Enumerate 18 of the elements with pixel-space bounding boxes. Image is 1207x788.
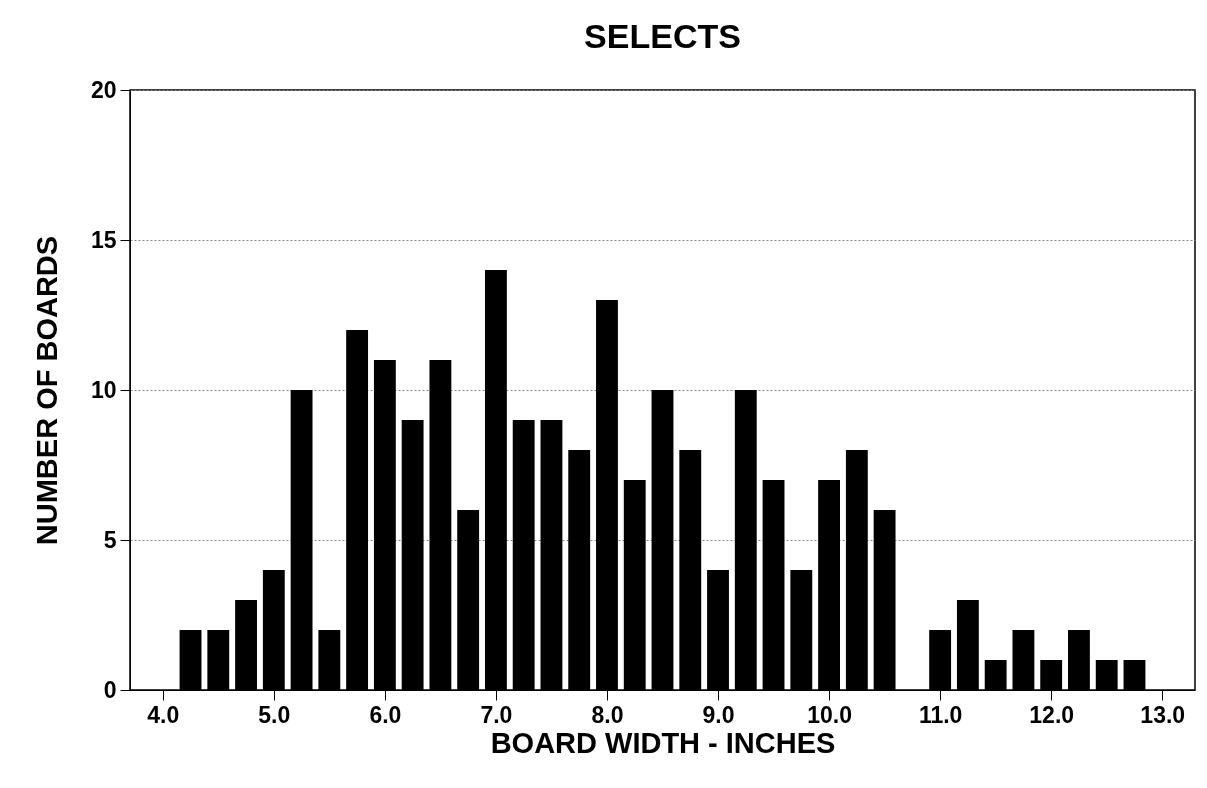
x-tick-label: 12.0 xyxy=(1029,701,1075,728)
x-tick-label: 13.0 xyxy=(1140,701,1186,728)
y-axis-title: NUMBER OF BOARDS xyxy=(30,235,63,546)
x-tick-label: 10.0 xyxy=(807,701,852,728)
y-tick-label: 20 xyxy=(90,76,117,103)
x-tick-label: 7.0 xyxy=(480,701,513,728)
y-tick-label: 10 xyxy=(90,376,117,403)
x-tick-label: 4.0 xyxy=(147,701,180,728)
x-tick-label: 11.0 xyxy=(918,701,963,728)
y-tick-label: 15 xyxy=(90,226,117,253)
y-tick-label: 0 xyxy=(103,676,117,703)
y-tick-label: 5 xyxy=(103,526,117,553)
chart-title: SELECTS xyxy=(584,17,741,55)
x-tick-label: 8.0 xyxy=(591,701,624,728)
x-tick-label: 6.0 xyxy=(369,701,402,728)
x-axis-title: BOARD WIDTH - INCHES xyxy=(490,726,836,759)
x-tick-label: 5.0 xyxy=(258,701,291,728)
x-tick-label: 9.0 xyxy=(702,701,735,728)
